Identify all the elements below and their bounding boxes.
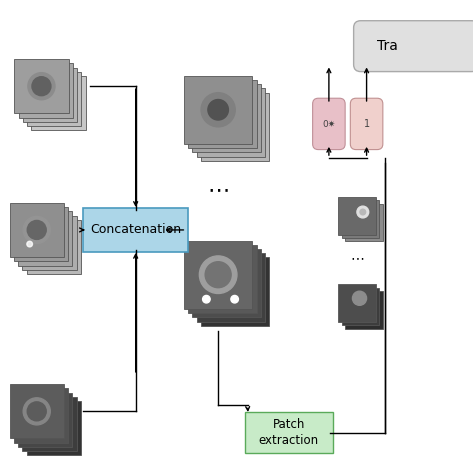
- Text: 1: 1: [364, 119, 370, 129]
- Text: ⋯: ⋯: [350, 251, 364, 265]
- Text: Concatenation: Concatenation: [90, 223, 181, 237]
- FancyBboxPatch shape: [18, 211, 73, 265]
- FancyBboxPatch shape: [197, 253, 265, 321]
- Ellipse shape: [202, 295, 210, 303]
- Ellipse shape: [23, 217, 50, 244]
- FancyBboxPatch shape: [83, 208, 188, 252]
- FancyBboxPatch shape: [350, 98, 383, 150]
- FancyBboxPatch shape: [14, 207, 68, 261]
- Ellipse shape: [32, 77, 51, 96]
- FancyBboxPatch shape: [192, 249, 261, 318]
- Ellipse shape: [28, 73, 55, 100]
- FancyBboxPatch shape: [345, 204, 383, 241]
- Text: 0✷: 0✷: [322, 119, 336, 128]
- FancyBboxPatch shape: [18, 393, 73, 447]
- Ellipse shape: [205, 262, 231, 288]
- Ellipse shape: [23, 398, 50, 425]
- FancyBboxPatch shape: [342, 288, 379, 325]
- FancyBboxPatch shape: [342, 201, 379, 238]
- FancyBboxPatch shape: [14, 389, 68, 443]
- Text: Patch
extraction: Patch extraction: [259, 418, 319, 447]
- FancyBboxPatch shape: [27, 72, 81, 126]
- FancyBboxPatch shape: [201, 257, 269, 326]
- Ellipse shape: [357, 206, 369, 218]
- FancyBboxPatch shape: [313, 98, 345, 150]
- Ellipse shape: [27, 402, 46, 421]
- FancyBboxPatch shape: [184, 240, 252, 309]
- Text: Tra: Tra: [377, 39, 398, 53]
- FancyBboxPatch shape: [22, 397, 76, 451]
- Ellipse shape: [360, 209, 365, 215]
- FancyBboxPatch shape: [354, 21, 474, 72]
- Ellipse shape: [208, 100, 228, 120]
- FancyBboxPatch shape: [27, 220, 81, 274]
- FancyBboxPatch shape: [14, 59, 69, 113]
- FancyBboxPatch shape: [201, 92, 269, 161]
- FancyBboxPatch shape: [23, 68, 77, 122]
- Ellipse shape: [200, 256, 237, 293]
- Ellipse shape: [27, 220, 46, 239]
- FancyBboxPatch shape: [197, 88, 265, 156]
- Text: ⋯: ⋯: [207, 180, 229, 200]
- FancyBboxPatch shape: [9, 203, 64, 257]
- Ellipse shape: [353, 291, 366, 305]
- FancyBboxPatch shape: [22, 216, 76, 270]
- FancyBboxPatch shape: [27, 401, 81, 456]
- FancyBboxPatch shape: [9, 384, 64, 438]
- FancyBboxPatch shape: [345, 291, 383, 328]
- FancyBboxPatch shape: [188, 245, 256, 313]
- Ellipse shape: [201, 93, 235, 127]
- FancyBboxPatch shape: [188, 80, 256, 148]
- FancyBboxPatch shape: [31, 76, 85, 130]
- Ellipse shape: [231, 295, 238, 303]
- FancyBboxPatch shape: [192, 84, 261, 153]
- FancyBboxPatch shape: [245, 412, 333, 453]
- FancyBboxPatch shape: [184, 76, 252, 144]
- FancyBboxPatch shape: [338, 197, 376, 235]
- FancyBboxPatch shape: [338, 284, 376, 322]
- FancyBboxPatch shape: [18, 64, 73, 118]
- Ellipse shape: [27, 241, 33, 247]
